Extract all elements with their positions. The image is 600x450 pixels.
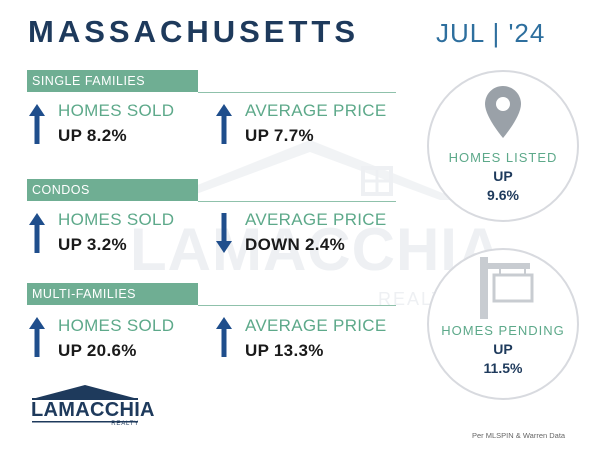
company-logo-brand: LAMACCHIA (31, 399, 155, 421)
arrow-up-icon (216, 317, 232, 357)
location-pin-icon (485, 86, 521, 138)
stat-label-average-price: AVERAGE PRICE (245, 101, 387, 120)
section-divider (198, 305, 396, 306)
report-date: JUL | '24 (436, 18, 546, 48)
section-divider (198, 201, 396, 202)
section-title-condos: CONDOS (27, 179, 198, 201)
homes-pending-label: HOMES PENDING (441, 323, 565, 338)
stat-label-average-price: AVERAGE PRICE (245, 316, 387, 335)
company-logo-icon (32, 385, 138, 423)
company-logo-sub: REALTY (111, 421, 139, 427)
stat-label-average-price: AVERAGE PRICE (245, 210, 387, 229)
homes-pending-value: 11.5% (483, 360, 523, 376)
stat-label-homes-sold: HOMES SOLD (58, 210, 175, 229)
arrow-up-icon (29, 104, 45, 144)
section-divider (198, 92, 396, 93)
for-sale-sign-icon (480, 257, 534, 319)
homes-listed-value: 9.6% (487, 187, 519, 203)
page-title: MASSACHUSETTS (28, 14, 360, 49)
stat-value-homes-sold: UP 3.2% (58, 235, 127, 254)
homes-pending-circle (427, 248, 579, 400)
stat-value-homes-sold: UP 20.6% (58, 341, 137, 360)
stat-value-homes-sold: UP 8.2% (58, 126, 127, 145)
section-title-single-families: SINGLE FAMILIES (27, 70, 198, 92)
arrow-up-icon (29, 317, 45, 357)
arrow-down-icon (216, 213, 232, 253)
homes-pending-direction: UP (493, 341, 513, 357)
stat-label-homes-sold: HOMES SOLD (58, 101, 175, 120)
stat-value-average-price: DOWN 2.4% (245, 235, 345, 254)
stat-label-homes-sold: HOMES SOLD (58, 316, 175, 335)
stat-value-average-price: UP 7.7% (245, 126, 314, 145)
section-title-multi-families: MULTI-FAMILIES (27, 283, 198, 305)
watermark-brand: LAMACCHIA (130, 216, 503, 283)
source-note: Per MLSPIN & Warren Data (472, 431, 566, 440)
homes-listed-direction: UP (493, 168, 513, 184)
stat-value-average-price: UP 13.3% (245, 341, 324, 360)
arrow-up-icon (216, 104, 232, 144)
arrow-up-icon (29, 213, 45, 253)
homes-listed-label: HOMES LISTED (448, 150, 558, 165)
